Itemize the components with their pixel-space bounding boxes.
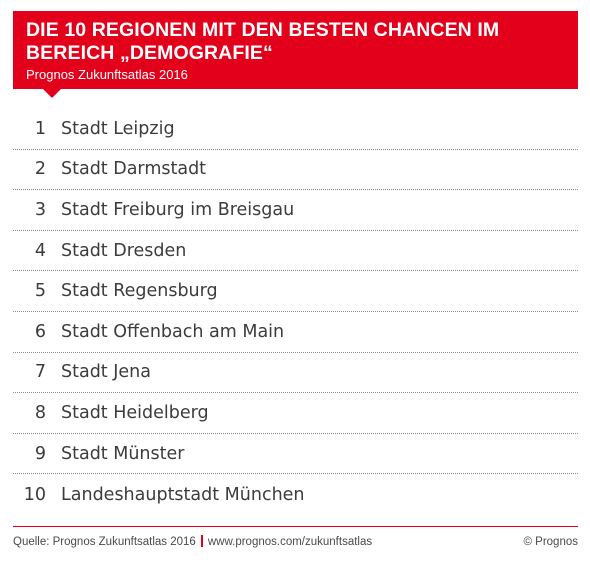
footer: Quelle: Prognos Zukunftsatlas 2016 www.pr… [13,535,578,548]
ranking-row: 5 Stadt Regensburg [13,271,578,312]
rank-number: 9 [34,443,46,464]
rank-number: 7 [34,362,46,383]
rank-number: 4 [34,240,46,261]
source-text: Quelle: Prognos Zukunftsatlas 2016 [13,536,196,548]
ranking-row: 3 Stadt Freiburg im Breisgau [13,190,578,231]
region-name: Landeshauptstadt München [61,484,305,505]
header-banner: Die 10 Regionen mit den besten Chancen i… [13,11,578,98]
region-name: Stadt Leipzig [61,118,175,139]
rank-number: 8 [34,402,46,423]
region-name: Stadt Darmstadt [61,159,207,180]
ranking-row: 4 Stadt Dresden [13,231,578,272]
rank-number: 6 [34,321,46,342]
footer-separator [200,535,203,547]
region-name: Stadt Regensburg [61,281,218,302]
ranking-row: 6 Stadt Offenbach am Main [13,312,578,353]
ranking-row: 2 Stadt Darmstadt [13,150,578,191]
rank-number: 3 [34,199,46,220]
rank-number: 2 [34,159,46,180]
region-name: Stadt Freiburg im Breisgau [61,199,295,220]
rank-number: 1 [34,118,46,139]
ranking-row: 9 Stadt Münster [13,434,578,475]
footer-left: Quelle: Prognos Zukunftsatlas 2016 www.pr… [13,535,372,548]
region-name: Stadt Münster [61,443,185,464]
ranking-row: 8 Stadt Heidelberg [13,393,578,434]
copyright-text: © Prognos [523,535,578,548]
region-name: Stadt Dresden [61,240,187,261]
region-name: Stadt Jena [61,362,151,383]
rank-number: 10 [23,484,46,505]
source-url[interactable]: www.prognos.com/zukunftsatlas [207,536,373,548]
rank-number: 5 [34,281,46,302]
page-subtitle: Prognos Zukunftsatlas 2016 [26,67,188,82]
region-name: Stadt Heidelberg [61,402,209,423]
region-name: Stadt Offenbach am Main [61,321,285,342]
ranking-row: 1 Stadt Leipzig [13,109,578,150]
ranking-row: 10 Landeshauptstadt München [13,474,578,515]
header-notch [43,89,61,98]
ranking-list: 1 Stadt Leipzig 2 Stadt Darmstadt 3 Stad… [13,109,578,515]
page-title: Die 10 Regionen mit den besten Chancen i… [26,19,500,64]
ranking-row: 7 Stadt Jena [13,353,578,394]
footer-divider [13,526,578,527]
